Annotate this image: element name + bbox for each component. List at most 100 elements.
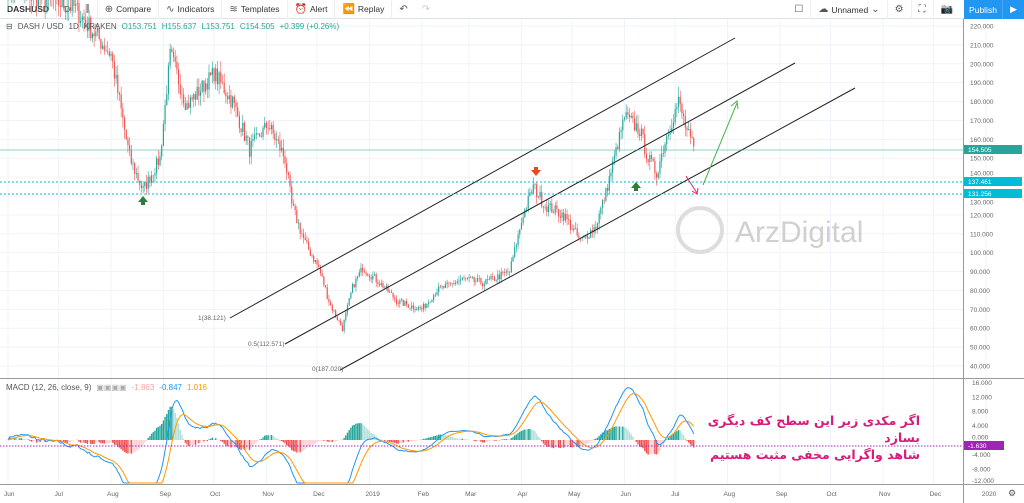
macd-histogram-bar [512,437,514,440]
macd-title[interactable]: MACD (12, 26, close, 9) [6,383,92,392]
price-tick: 210.000 [970,42,994,49]
macd-axis[interactable]: 16.000 12.000 8.000 4.000 0.000 -4.000 -8.000 -… [972,380,994,485]
macd-histogram-bar [127,440,129,454]
settings-gear-icon[interactable]: ⚙ [1008,488,1016,498]
candle-body [358,272,360,277]
candle-body [623,117,626,120]
macd-histogram-bar [546,440,548,447]
undo-button[interactable]: ↶ [392,0,414,19]
layout-menu[interactable]: ☁ Unnamed ⌄ [811,0,888,19]
candle-body [191,97,193,100]
candle-body [301,233,303,234]
candle-body [683,113,685,117]
time-tick: Aug [724,491,736,498]
candle-body [395,299,398,304]
indicators-button[interactable]: ∿ Indicators [159,0,223,19]
candle-body [230,95,232,108]
alert-button[interactable]: ⏰ Alert [288,0,336,19]
macd-histogram-bar [139,440,141,449]
candle-body [240,128,242,132]
macd-histogram-bar [416,440,418,441]
candle-body [451,283,453,284]
macd-histogram-bar [493,440,496,441]
compare-button[interactable]: ⊕ Compare [98,0,160,19]
chart-style-button[interactable]: ⫼ [78,0,98,19]
macd-histogram-bar [88,440,90,443]
macd-histogram-bar [79,440,82,443]
candle-body [93,33,95,37]
candle-body [436,292,438,296]
macd-histogram-bar [36,440,38,443]
parallel-channel[interactable] [229,37,856,371]
candle-body [590,230,592,238]
macd-histogram-bar [144,440,146,443]
channel-upper-line[interactable] [229,37,736,319]
channel-lower-line[interactable] [339,87,856,371]
replay-button[interactable]: ⏪ Replay [335,0,393,19]
candle-body [389,291,391,293]
candle-body [427,302,430,304]
snapshot-button[interactable]: 📷 [934,0,960,19]
candle-body [321,273,323,277]
fullscreen-button[interactable]: ⛶ [912,0,934,19]
redo-button[interactable]: ↷ [415,0,437,19]
candle-body [107,50,109,52]
macd-histogram-bar [181,434,183,440]
channel-middle-line[interactable] [284,62,796,345]
candle-body [225,92,227,97]
candle-body [463,277,465,279]
time-axis[interactable]: Jun Jul Aug Sep Oct Nov Dec 2019 Feb Mar Apr May Jun… [4,491,997,498]
candle-body [297,222,300,224]
macd-histogram-bar [12,438,14,440]
annotation-text[interactable]: اگر مکدی زیر این سطح کف دیگری بسازد شاهد… [680,412,920,463]
macd-histogram-bar [551,440,553,448]
settings-button[interactable]: ⚙ [888,0,912,19]
macd-histogram-bar [247,440,249,449]
layout-toggle[interactable]: ☐ [787,0,812,19]
publish-button[interactable]: Publish [964,0,1002,19]
collapse-icon[interactable]: ⊟ [6,22,13,31]
candle-body [275,139,278,141]
macd-histogram-bar [571,440,573,448]
macd-histogram-bar [64,440,67,443]
macd-controls-icon[interactable]: ▣▣▣▣ [96,383,127,392]
candle-body [460,279,462,281]
candle-body [58,0,60,6]
macd-histogram-bar [535,434,538,440]
macd-histogram-bar [677,429,680,440]
price-tick: 110.000 [970,231,993,238]
templates-button[interactable]: ≋ Templates [222,0,288,19]
camera-icon: 📷 [940,4,953,15]
candle-body [542,206,545,208]
macd-histogram-bar [15,437,18,440]
layout-name: Unnamed [831,4,869,15]
macd-histogram-bar [108,440,111,444]
price-axis[interactable]: 220.000 210.000 200.000 190.000 180.000 170.0… [970,24,994,371]
macd-histogram-bar [463,438,465,440]
candle-body [382,283,384,289]
projection-down-arrow[interactable] [685,175,698,194]
macd-histogram-bar [640,440,643,448]
candle-body [422,303,425,310]
macd-tick: 12.000 [972,394,992,401]
candle-body [453,283,455,285]
macd-histogram-bar [485,440,487,442]
candle-body [199,91,202,96]
candle-body [362,267,364,272]
candle-body [525,208,528,210]
macd-histogram-bar [519,431,521,440]
projection-up-arrow[interactable] [702,102,738,186]
legend-exchange[interactable]: KRAKEN [83,22,117,31]
macd-histogram-bar [578,440,580,447]
macd-histogram-bar [17,438,19,440]
macd-histogram-bar [84,440,87,444]
macd-tick: -12.000 [972,478,994,485]
macd-histogram-bar [179,429,181,440]
symbol-search[interactable]: DASHUSD [0,0,58,19]
macd-histogram-bar [112,440,114,443]
play-button[interactable]: ▶ [1002,0,1024,19]
candle-body [600,207,602,214]
price-tick: 130.000 [970,200,994,207]
macd-histogram-bar [441,434,443,440]
